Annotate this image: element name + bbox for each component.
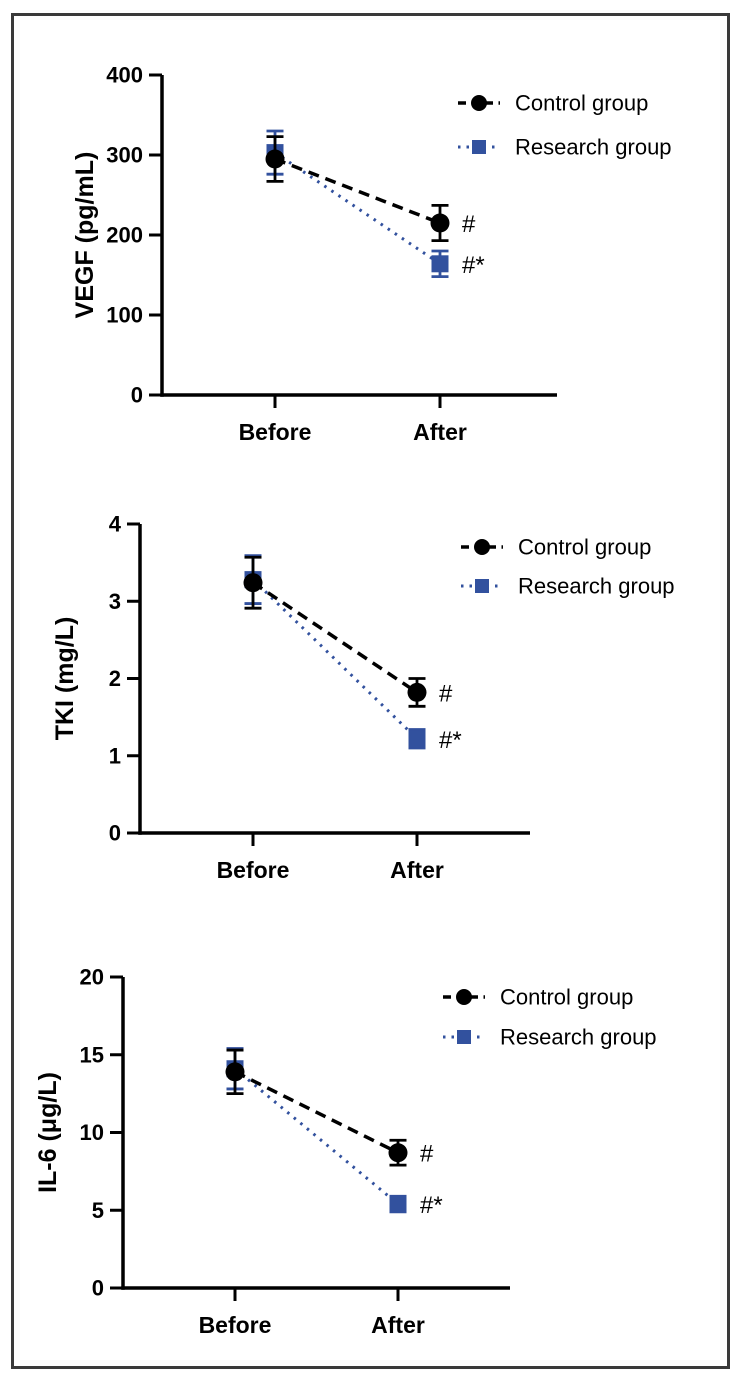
series-research: #* (244, 554, 462, 754)
x-tick-label: After (371, 1312, 425, 1338)
y-tick-label: 100 (106, 303, 143, 328)
legend-label: Control group (500, 985, 633, 1010)
legend: Control group Research group (458, 91, 672, 160)
legend: Control group Research group (461, 535, 675, 599)
legend-label: Control group (515, 91, 648, 116)
control-data-point (388, 1143, 408, 1163)
significance-annotation: # (439, 680, 453, 707)
y-tick-label: 200 (106, 223, 143, 248)
significance-annotation: # (420, 1141, 434, 1168)
control-data-point (265, 149, 285, 169)
control-data-point (407, 682, 427, 702)
research-data-point (431, 255, 449, 273)
y-axis-title: IL-6 (μg/L) (34, 1072, 62, 1193)
legend-circle-marker-icon (471, 95, 487, 111)
legend: Control group Research group (443, 985, 657, 1050)
significance-annotation: #* (462, 252, 485, 279)
y-tick-label: 10 (80, 1120, 104, 1145)
legend-circle-marker-icon (456, 989, 472, 1005)
y-tick-label: 300 (106, 143, 143, 168)
legend-label: Control group (518, 535, 651, 560)
y-tick-label: 15 (80, 1042, 104, 1067)
series-line (251, 578, 419, 740)
series-line (234, 1067, 399, 1206)
legend-square-marker-icon (457, 1030, 471, 1044)
chart-tki: 0 1 2 3 4 Before After TKI (mg/L) Control group R… (51, 512, 675, 884)
y-tick-label: 0 (109, 821, 121, 846)
x-tick-label: Before (199, 1312, 272, 1338)
axes: 0 5 10 15 20 Before After IL-6 (μg/L) (34, 965, 510, 1338)
series-line (234, 1070, 399, 1155)
legend-square-marker-icon (475, 579, 489, 593)
y-tick-label: 4 (109, 512, 122, 537)
control-data-point (243, 573, 263, 593)
series-line (274, 157, 441, 225)
series-control: # (225, 1048, 434, 1168)
x-tick-label: After (390, 857, 444, 883)
series-research: #* (266, 129, 485, 279)
significance-annotation: # (462, 211, 476, 238)
legend-label: Research group (518, 574, 675, 599)
legend-label: Research group (515, 135, 672, 160)
x-tick-label: After (413, 419, 467, 445)
x-tick-label: Before (239, 419, 312, 445)
y-tick-label: 2 (109, 666, 121, 691)
control-data-point (430, 213, 450, 233)
legend-circle-marker-icon (474, 539, 490, 555)
y-axis-title: TKI (mg/L) (51, 617, 79, 741)
research-data-point (389, 1195, 407, 1213)
x-tick-label: Before (217, 857, 290, 883)
axes: 0 1 2 3 4 Before After TKI (mg/L) (51, 512, 530, 883)
chart-il6: 0 5 10 15 20 Before After IL-6 (μg/L) Control gr… (34, 965, 657, 1339)
series-research: #* (226, 1047, 443, 1219)
significance-annotation: #* (420, 1192, 443, 1219)
control-data-point (225, 1062, 245, 1082)
y-tick-label: 20 (80, 965, 104, 990)
legend-square-marker-icon (472, 140, 486, 154)
y-axis-title: VEGF (pg/mL) (71, 152, 99, 319)
series-control: # (243, 555, 453, 708)
legend-label: Research group (500, 1025, 657, 1050)
research-data-point (408, 730, 426, 748)
series-line (252, 581, 418, 694)
y-tick-label: 3 (109, 589, 121, 614)
y-tick-label: 0 (92, 1276, 104, 1301)
significance-annotation: #* (439, 727, 462, 754)
series-control: # (265, 135, 476, 243)
y-tick-label: 5 (92, 1198, 104, 1223)
chart-vegf: 0 100 200 300 400 Before After VEGF (pg/mL) Cont… (71, 63, 672, 446)
y-tick-label: 400 (106, 63, 143, 88)
y-tick-label: 1 (109, 743, 121, 768)
axes: 0 100 200 300 400 Before After VEGF (pg/mL) (71, 63, 557, 445)
y-tick-label: 0 (131, 383, 143, 408)
